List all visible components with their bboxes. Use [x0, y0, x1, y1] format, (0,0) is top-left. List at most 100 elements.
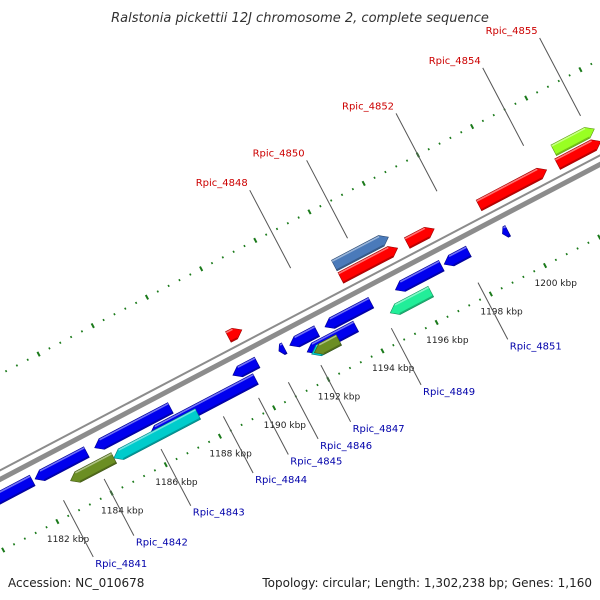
major-tick [307, 209, 312, 215]
reverse-gene-arrow[interactable] [324, 296, 375, 329]
forward-gene-arrow[interactable] [225, 327, 243, 343]
gene-label[interactable]: Rpic_4843 [193, 508, 245, 519]
gene-arrow-body[interactable] [554, 139, 600, 170]
reverse-gene-arrow[interactable] [289, 325, 321, 348]
minor-tick [102, 318, 105, 322]
reverse-gene-arrow[interactable] [113, 408, 202, 460]
minor-tick [348, 366, 352, 370]
gene-arrow-body[interactable] [337, 246, 399, 284]
gene-arrow-body[interactable] [403, 226, 435, 249]
gene-label[interactable]: Rpic_4848 [196, 178, 248, 189]
reverse-gene-arrow[interactable] [389, 285, 435, 315]
minor-tick [275, 227, 279, 231]
minor-tick [124, 307, 127, 310]
gene-label[interactable]: Rpic_4845 [290, 457, 342, 468]
minor-tick [80, 330, 84, 333]
reverse-label-leader [63, 500, 94, 558]
gene-arrow-body[interactable] [324, 296, 375, 329]
gene-label[interactable]: Rpic_4850 [253, 148, 305, 159]
gene-arrow-highlight [318, 335, 337, 346]
forward-gene-arrow[interactable] [550, 127, 595, 157]
forward-label-leader [482, 67, 525, 147]
reverse-gene-arrow[interactable] [443, 245, 472, 267]
minor-tick [359, 361, 362, 364]
gene-label[interactable]: Rpic_4844 [255, 475, 307, 486]
gene-arrow-body[interactable] [502, 225, 512, 238]
gene-arrow-body[interactable] [34, 446, 90, 481]
reverse-gene-arrow[interactable] [502, 225, 512, 238]
major-tick [578, 66, 583, 73]
reverse-gene-arrow[interactable] [278, 342, 288, 356]
major-tick [470, 123, 475, 130]
minor-tick [132, 480, 135, 483]
gene-arrow-body[interactable] [331, 235, 389, 272]
gene-arrow-shadow [334, 306, 374, 329]
gene-arrow-body[interactable] [389, 285, 435, 315]
reverse-gene-arrow[interactable] [313, 334, 342, 355]
gene-arrow-body[interactable] [278, 342, 288, 356]
gene-arrow-highlight [329, 297, 370, 320]
reverse-label-leader [477, 282, 509, 340]
reverse-gene-arrow[interactable] [94, 402, 174, 450]
major-tick [253, 237, 258, 243]
gene-label[interactable]: Rpic_4842 [136, 538, 188, 549]
gene-label[interactable]: Rpic_4851 [510, 341, 562, 352]
gene-arrow-body[interactable] [0, 474, 36, 509]
gene-arrow-body[interactable] [550, 127, 595, 157]
minor-tick [449, 136, 452, 140]
gene-arrow-body[interactable] [225, 327, 243, 343]
gene-label[interactable]: Rpic_4846 [320, 441, 372, 452]
minor-tick [142, 474, 146, 478]
gene-arrow-body[interactable] [475, 167, 548, 212]
gene-arrow-shadow [323, 343, 342, 355]
minor-tick [370, 355, 373, 358]
reverse-label-leader [390, 327, 422, 386]
forward-gene-arrow[interactable] [554, 139, 600, 170]
forward-gene-arrow[interactable] [331, 235, 389, 272]
minor-tick [384, 170, 387, 174]
forward-gene-arrow[interactable] [337, 246, 399, 284]
minor-tick [565, 252, 568, 256]
gene-arrow-body[interactable] [232, 356, 261, 378]
gene-label[interactable]: Rpic_4847 [353, 424, 405, 435]
gene-arrow-body[interactable] [313, 334, 342, 355]
forward-gene-arrow[interactable] [475, 167, 548, 212]
reverse-label-leader [258, 397, 289, 455]
minor-tick [427, 148, 430, 151]
gene-label[interactable]: Rpic_4852 [342, 101, 394, 112]
minor-tick [392, 343, 395, 347]
forward-gene-arrow[interactable] [403, 226, 435, 249]
minor-tick [67, 514, 70, 518]
gene-label[interactable]: Rpic_4841 [95, 559, 147, 570]
gene-label[interactable]: Rpic_4854 [429, 56, 481, 67]
major-tick [488, 291, 493, 297]
tick-label: 1188 kbp [209, 450, 252, 460]
gene-arrow-highlight [554, 140, 592, 161]
tick-label: 1186 kbp [155, 478, 198, 488]
gene-arrow-body[interactable] [289, 325, 321, 348]
major-tick [434, 319, 439, 326]
reverse-gene-arrow[interactable] [0, 474, 36, 509]
minor-tick [186, 452, 189, 455]
gene-arrow-highlight [404, 227, 426, 240]
gene-arrow-body[interactable] [443, 245, 472, 267]
minor-tick [330, 199, 333, 202]
accession-text: Accession: NC_010678 [8, 576, 144, 590]
minor-tick [34, 531, 37, 535]
gene-arrow-body[interactable] [394, 259, 445, 292]
minor-tick [286, 221, 290, 225]
gene-arrow-highlight [331, 235, 380, 262]
gene-label[interactable]: Rpic_4849 [423, 387, 475, 398]
gene-arrow-body[interactable] [113, 408, 202, 460]
reverse-gene-arrow[interactable] [232, 356, 261, 378]
reverse-gene-arrow[interactable] [394, 259, 445, 292]
gene-label[interactable]: Rpic_4855 [486, 26, 538, 37]
gene-arrow-body[interactable] [94, 402, 174, 450]
gene-arrow-highlight [311, 321, 354, 345]
reverse-gene-arrow[interactable] [34, 446, 90, 481]
minor-tick [12, 543, 16, 546]
minor-tick [460, 130, 463, 134]
scale-ticks: 1182 kbp 1184 kbp 1186 kbp 1188 kbp 1190 kbp… [1, 62, 600, 553]
gene-arrow-highlight [279, 343, 283, 346]
reverse-label-leader [103, 478, 135, 536]
